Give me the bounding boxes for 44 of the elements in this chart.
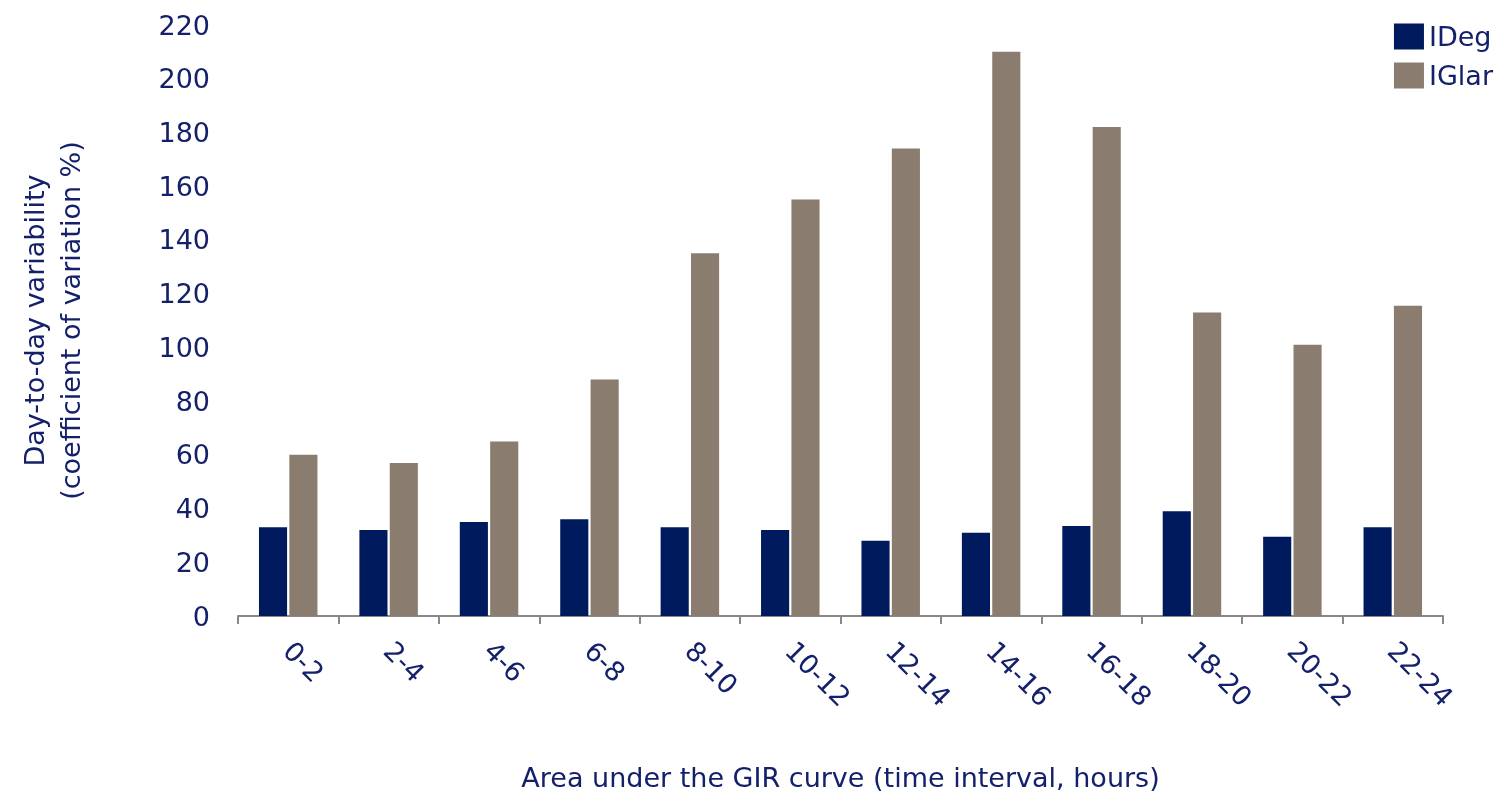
bar <box>1193 312 1222 616</box>
y-tick-label: 0 <box>192 600 210 632</box>
bar <box>861 540 890 616</box>
x-axis-title: Area under the GIR curve (time interval, hours) <box>521 762 1160 793</box>
bar <box>389 462 418 616</box>
bar <box>258 527 288 616</box>
bar <box>1393 305 1423 616</box>
y-tick-label: 80 <box>175 385 210 417</box>
y-tick-label: 100 <box>158 331 210 363</box>
bar <box>490 441 519 616</box>
y-tick-label: 60 <box>175 439 210 471</box>
y-axis-title: Day-to-day variability (coefficient of variation %) <box>18 141 86 500</box>
bar <box>560 519 589 616</box>
bar <box>1092 127 1121 616</box>
y-tick-label: 220 <box>158 9 210 41</box>
x-tick-label: 4-6 <box>478 635 532 689</box>
y-tick-label: 200 <box>158 63 210 95</box>
x-tick-label: 0-2 <box>277 635 331 689</box>
x-tick-label: 2-4 <box>377 635 431 689</box>
bar <box>660 527 689 616</box>
bar <box>691 253 720 616</box>
bar <box>961 532 990 616</box>
y-tick-label: 20 <box>175 546 210 578</box>
bar <box>1363 527 1392 616</box>
y-tick-label: 180 <box>158 116 210 148</box>
bar <box>992 51 1021 616</box>
legend-label: IGlar <box>1428 60 1494 91</box>
bar <box>359 530 388 616</box>
legend-label: IDeg <box>1428 21 1492 52</box>
bar <box>1263 536 1292 616</box>
bar <box>891 148 920 616</box>
y-tick-label: 160 <box>158 170 210 202</box>
bar <box>459 521 488 616</box>
bar <box>791 199 820 616</box>
y-tick-label: 40 <box>175 493 210 525</box>
bar <box>761 530 790 616</box>
bar <box>289 454 318 616</box>
bar <box>1062 526 1091 616</box>
bar <box>590 379 619 616</box>
bar <box>1162 511 1191 616</box>
bar <box>1293 344 1322 616</box>
y-tick-label: 120 <box>158 278 210 310</box>
x-tick-label: 6-8 <box>578 635 632 689</box>
y-tick-label: 140 <box>158 224 210 256</box>
